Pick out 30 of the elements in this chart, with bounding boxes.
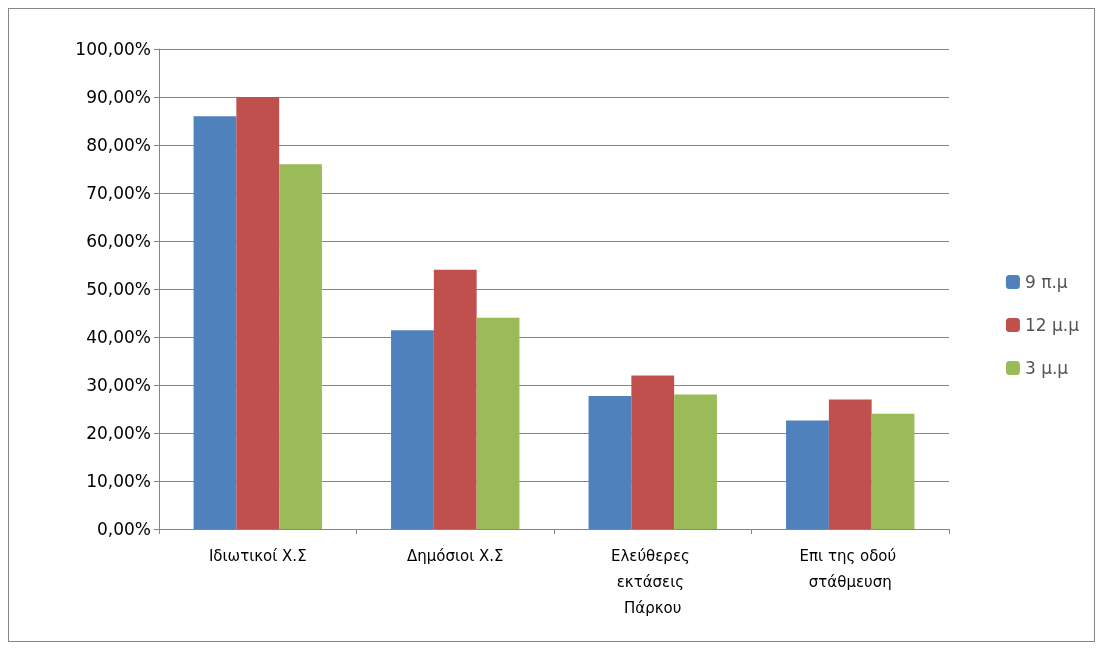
- bar: [476, 317, 520, 529]
- y-tick-label: 20,00%: [86, 423, 151, 443]
- y-tick-label: 30,00%: [86, 375, 151, 395]
- bar: [828, 399, 872, 529]
- legend-label: 12 μ.μ: [1024, 315, 1080, 335]
- y-tick-label: 40,00%: [86, 327, 151, 347]
- bar: [279, 164, 322, 529]
- bar: [193, 116, 237, 529]
- x-tick-label: Ελεύθερες εκτάσεις Πάρκου: [610, 547, 695, 617]
- legend-label: 3 μ.μ: [1024, 358, 1069, 378]
- y-tick-label: 10,00%: [86, 471, 151, 491]
- y-tick-label: 80,00%: [86, 135, 151, 155]
- y-tick-label: 60,00%: [86, 231, 151, 251]
- y-tick-label: 90,00%: [86, 87, 151, 107]
- bar: [391, 330, 434, 529]
- y-tick-label: 70,00%: [86, 183, 151, 203]
- bar: [588, 396, 632, 529]
- bar: [236, 97, 280, 529]
- x-tick-label: Επι της οδού στάθμευση: [799, 547, 901, 591]
- x-tick-label: Δημόσιοι Χ.Σ: [406, 547, 504, 565]
- bar: [871, 413, 915, 529]
- y-tick-label: 50,00%: [86, 279, 151, 299]
- legend-label: 9 π.μ: [1024, 272, 1068, 292]
- bar: [674, 394, 717, 529]
- y-tick-label: 100,00%: [75, 39, 151, 59]
- bar: [631, 375, 675, 529]
- bar: [786, 420, 829, 529]
- y-tick-label: 0,00%: [96, 519, 151, 539]
- x-tick-label: Ιδιωτικοί Χ.Σ: [208, 547, 307, 565]
- bar: [433, 269, 477, 529]
